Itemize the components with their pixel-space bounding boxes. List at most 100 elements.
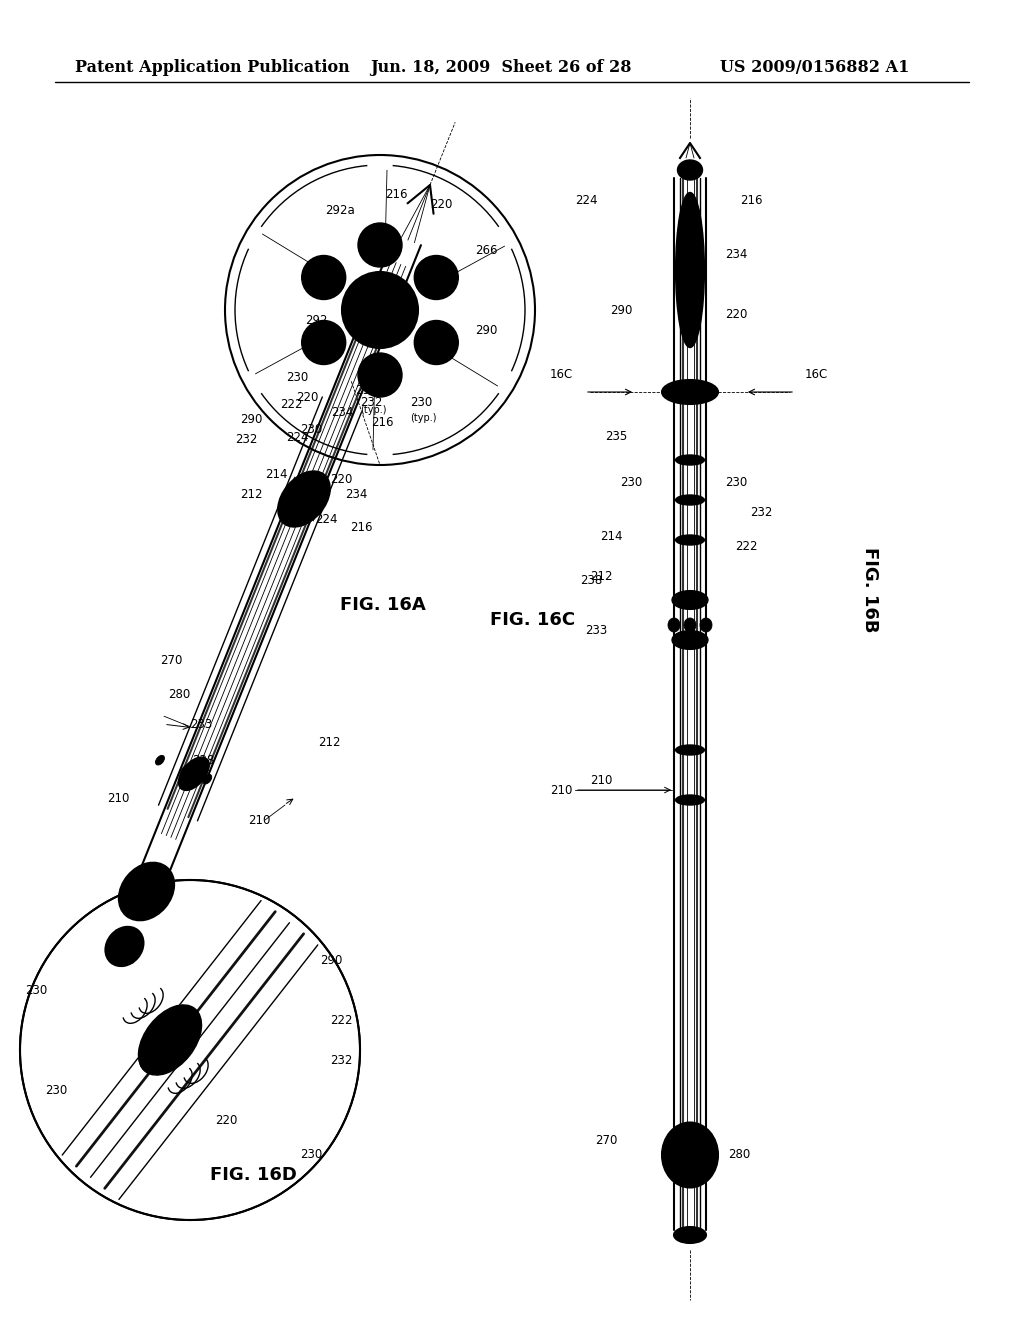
Text: 216: 216 xyxy=(350,521,373,535)
Text: 235: 235 xyxy=(605,430,628,444)
Text: FIG. 16C: FIG. 16C xyxy=(490,611,575,630)
Ellipse shape xyxy=(178,758,209,791)
Text: 216: 216 xyxy=(371,416,393,429)
Circle shape xyxy=(415,321,459,364)
Text: 234: 234 xyxy=(725,248,748,261)
Text: 230: 230 xyxy=(725,475,748,488)
Ellipse shape xyxy=(139,1023,184,1073)
Text: 224: 224 xyxy=(575,194,597,206)
Text: 232: 232 xyxy=(330,1053,352,1067)
Text: 266: 266 xyxy=(475,243,498,256)
Text: 214: 214 xyxy=(265,469,288,482)
Text: 230: 230 xyxy=(300,424,322,436)
Text: 212: 212 xyxy=(590,570,612,583)
Text: 290: 290 xyxy=(319,953,342,966)
Text: 280: 280 xyxy=(168,689,190,701)
Ellipse shape xyxy=(676,495,705,506)
Text: 238: 238 xyxy=(193,754,214,767)
Text: 212: 212 xyxy=(240,488,262,502)
Ellipse shape xyxy=(676,388,684,396)
Text: 234: 234 xyxy=(331,407,353,420)
Text: Jun. 18, 2009  Sheet 26 of 28: Jun. 18, 2009 Sheet 26 of 28 xyxy=(370,59,632,77)
Circle shape xyxy=(302,256,346,300)
Text: 290: 290 xyxy=(240,413,262,426)
Ellipse shape xyxy=(700,618,712,632)
Ellipse shape xyxy=(156,755,165,766)
Ellipse shape xyxy=(676,744,705,755)
Text: 210: 210 xyxy=(590,774,612,787)
Ellipse shape xyxy=(279,471,330,527)
Text: 234: 234 xyxy=(345,488,368,502)
Ellipse shape xyxy=(676,795,705,805)
Text: 292: 292 xyxy=(305,314,328,326)
Text: 222: 222 xyxy=(280,399,302,412)
Ellipse shape xyxy=(676,535,705,545)
Ellipse shape xyxy=(676,193,705,347)
Circle shape xyxy=(415,256,459,300)
Ellipse shape xyxy=(696,388,705,396)
Text: 222: 222 xyxy=(330,1014,352,1027)
Text: 292a: 292a xyxy=(325,203,354,216)
Ellipse shape xyxy=(686,388,694,396)
Ellipse shape xyxy=(662,1122,718,1188)
Text: 210: 210 xyxy=(550,784,572,796)
Text: 230: 230 xyxy=(286,371,308,384)
Text: 216: 216 xyxy=(385,189,408,202)
Text: 233: 233 xyxy=(190,718,212,731)
Circle shape xyxy=(342,272,418,348)
Text: 230: 230 xyxy=(410,396,432,408)
Text: 270: 270 xyxy=(160,653,182,667)
Text: 230: 230 xyxy=(25,983,47,997)
Text: 280: 280 xyxy=(728,1148,751,1162)
Text: Patent Application Publication: Patent Application Publication xyxy=(75,59,350,77)
Text: 220: 220 xyxy=(330,474,352,486)
Text: 222: 222 xyxy=(735,540,758,553)
Text: 230: 230 xyxy=(45,1084,68,1097)
Ellipse shape xyxy=(684,618,696,632)
Text: 220: 220 xyxy=(215,1114,238,1126)
Text: 216: 216 xyxy=(740,194,763,206)
Text: 224: 224 xyxy=(286,432,308,445)
Ellipse shape xyxy=(203,775,212,784)
Ellipse shape xyxy=(668,618,680,632)
Ellipse shape xyxy=(138,1005,202,1074)
Text: 292b: 292b xyxy=(355,384,385,396)
Ellipse shape xyxy=(673,631,708,649)
Text: 212: 212 xyxy=(318,737,341,750)
Text: 16C: 16C xyxy=(805,367,828,380)
Text: 232: 232 xyxy=(360,396,382,409)
Text: (typ.): (typ.) xyxy=(360,405,386,414)
Text: 16C: 16C xyxy=(550,367,573,380)
Text: 220: 220 xyxy=(725,309,748,322)
Text: US 2009/0156882 A1: US 2009/0156882 A1 xyxy=(720,59,909,77)
Text: 290: 290 xyxy=(610,304,633,317)
Text: 210: 210 xyxy=(248,813,270,826)
Text: FIG. 16D: FIG. 16D xyxy=(210,1166,297,1184)
Text: 232: 232 xyxy=(750,506,772,519)
Text: 230: 230 xyxy=(620,475,642,488)
Ellipse shape xyxy=(181,766,189,775)
Ellipse shape xyxy=(673,591,708,609)
Text: 270: 270 xyxy=(595,1134,617,1147)
Ellipse shape xyxy=(676,455,705,465)
Text: 290: 290 xyxy=(475,323,498,337)
Circle shape xyxy=(358,352,402,397)
Text: 220: 220 xyxy=(296,391,318,404)
Ellipse shape xyxy=(105,927,143,966)
Text: (typ.): (typ.) xyxy=(410,413,436,422)
Ellipse shape xyxy=(662,380,718,404)
Text: 220: 220 xyxy=(430,198,453,211)
Text: 224: 224 xyxy=(314,513,337,527)
Text: 210: 210 xyxy=(108,792,130,804)
Ellipse shape xyxy=(678,160,702,180)
Circle shape xyxy=(302,321,346,364)
Text: 230: 230 xyxy=(300,1148,323,1162)
Ellipse shape xyxy=(674,1228,706,1243)
Circle shape xyxy=(22,882,358,1218)
Text: FIG. 16B: FIG. 16B xyxy=(861,548,879,632)
Text: 214: 214 xyxy=(600,531,623,544)
Text: FIG. 16A: FIG. 16A xyxy=(340,597,426,614)
Circle shape xyxy=(358,223,402,267)
Text: 233: 233 xyxy=(585,623,607,636)
Ellipse shape xyxy=(119,863,174,920)
